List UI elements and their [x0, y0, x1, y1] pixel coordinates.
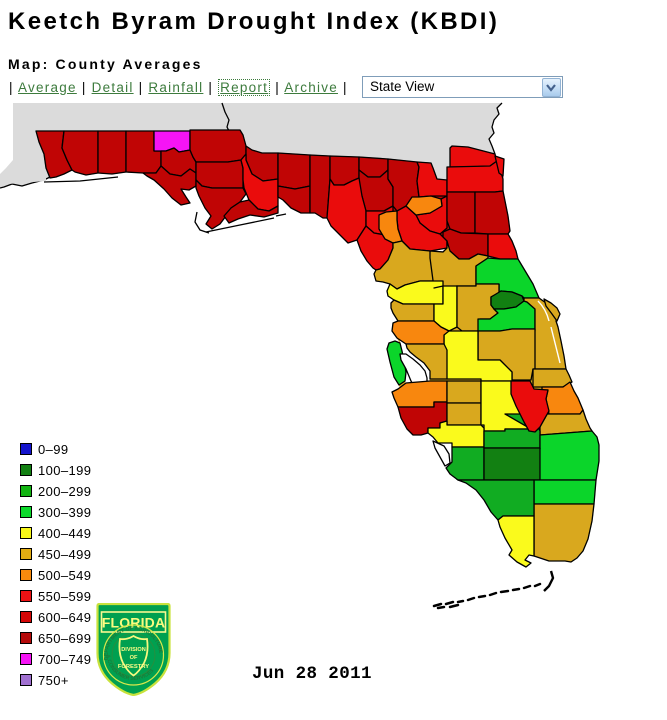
- svg-text:DIVISION: DIVISION: [121, 647, 146, 653]
- svg-text:FLORIDA: FLORIDA: [102, 615, 166, 631]
- svg-text:OF: OF: [130, 655, 138, 661]
- svg-text:FORESTRY: FORESTRY: [118, 664, 149, 670]
